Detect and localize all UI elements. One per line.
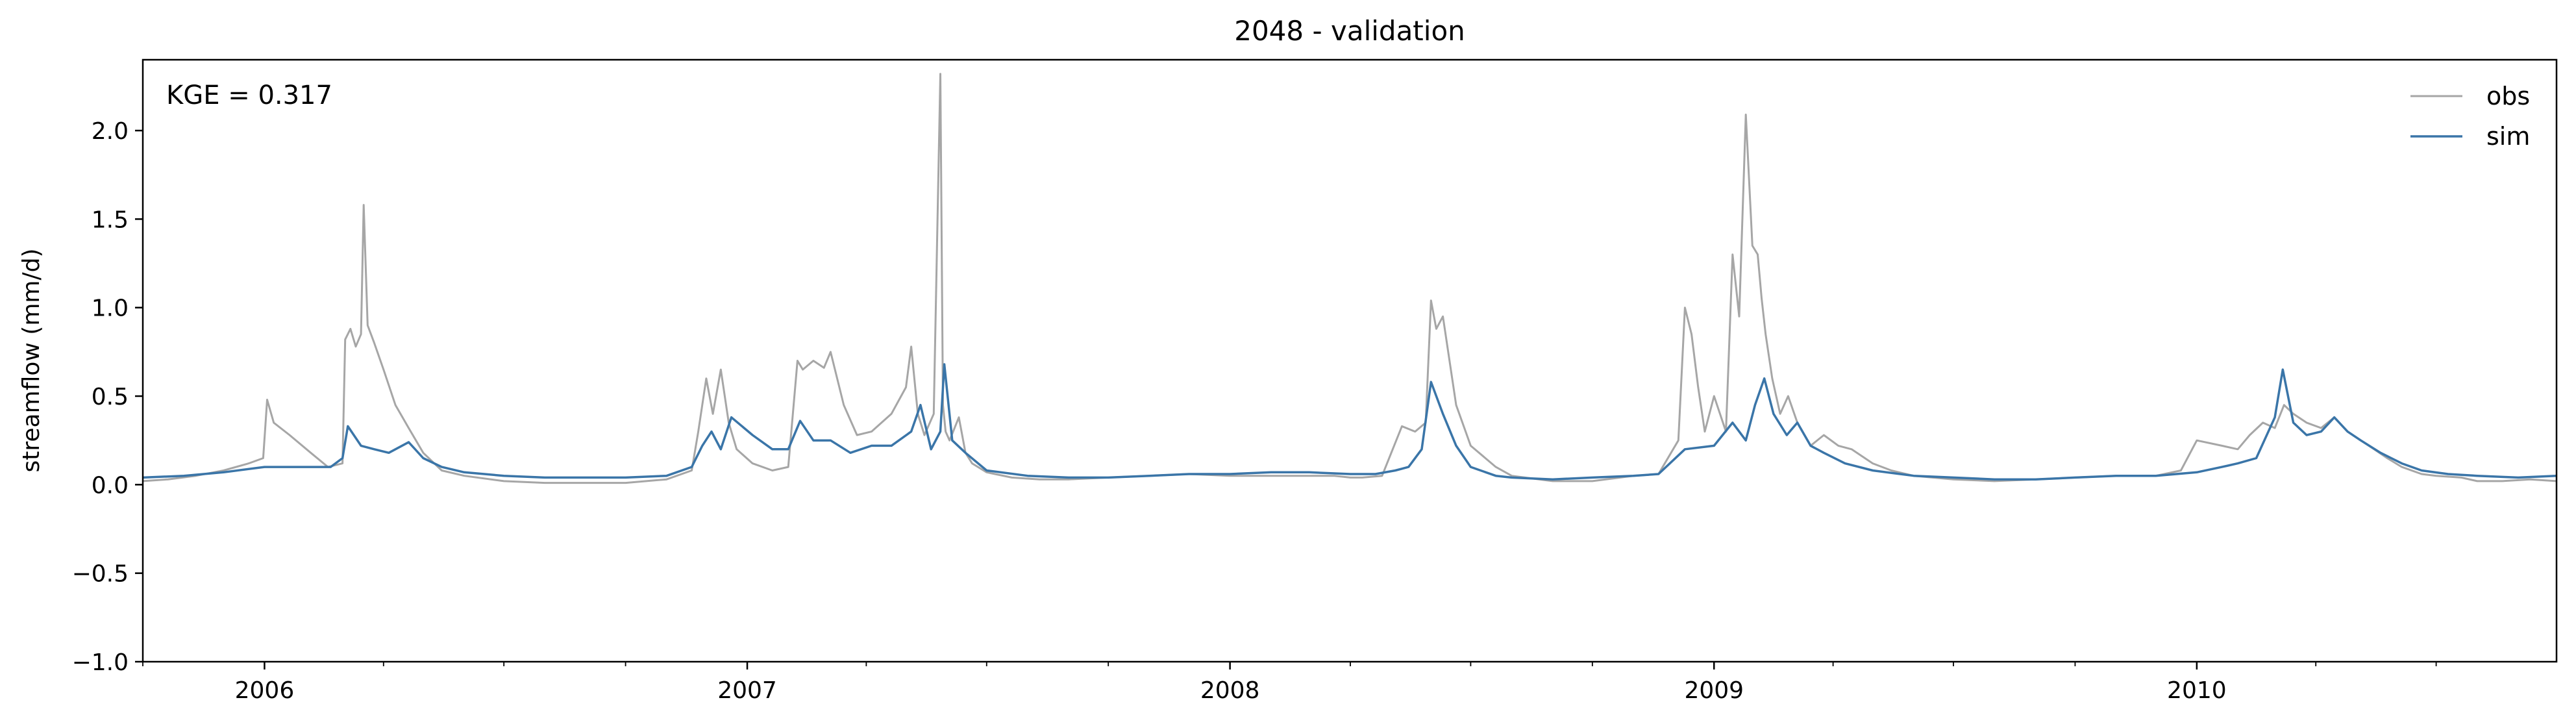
y-axis-label: streamflow (mm/d): [18, 249, 45, 473]
legend: obs sim: [2410, 82, 2530, 151]
y-tick-label: 2.0: [92, 118, 129, 145]
y-axis-ticks: −1.0 −0.5 0.0 0.5 1.0 1.5 2.0: [72, 118, 143, 676]
x-axis-ticks: 2006 2007 2008 2009 2010: [142, 662, 2437, 704]
obs-series-line: [143, 73, 2557, 484]
sim-series-line: [143, 363, 2557, 481]
y-tick-label: 1.0: [92, 295, 129, 322]
x-tick-label: 2007: [717, 677, 777, 704]
plot-frame: [142, 58, 2558, 663]
y-tick-label: 1.5: [92, 207, 129, 233]
kge-annotation: KGE = 0.317: [166, 81, 332, 110]
y-tick-label: −0.5: [72, 561, 129, 588]
legend-obs-label: obs: [2486, 82, 2530, 110]
y-tick-label: 0.5: [92, 384, 129, 410]
y-tick-label: −1.0: [72, 649, 129, 676]
legend-sim-label: sim: [2486, 122, 2530, 151]
x-tick-label: 2008: [1200, 677, 1260, 704]
x-tick-label: 2006: [235, 677, 295, 704]
x-tick-label: 2009: [1684, 677, 1744, 704]
y-tick-label: 0.0: [92, 472, 129, 499]
chart-title: 2048 - validation: [1234, 15, 1465, 47]
x-tick-label: 2010: [2167, 677, 2227, 704]
